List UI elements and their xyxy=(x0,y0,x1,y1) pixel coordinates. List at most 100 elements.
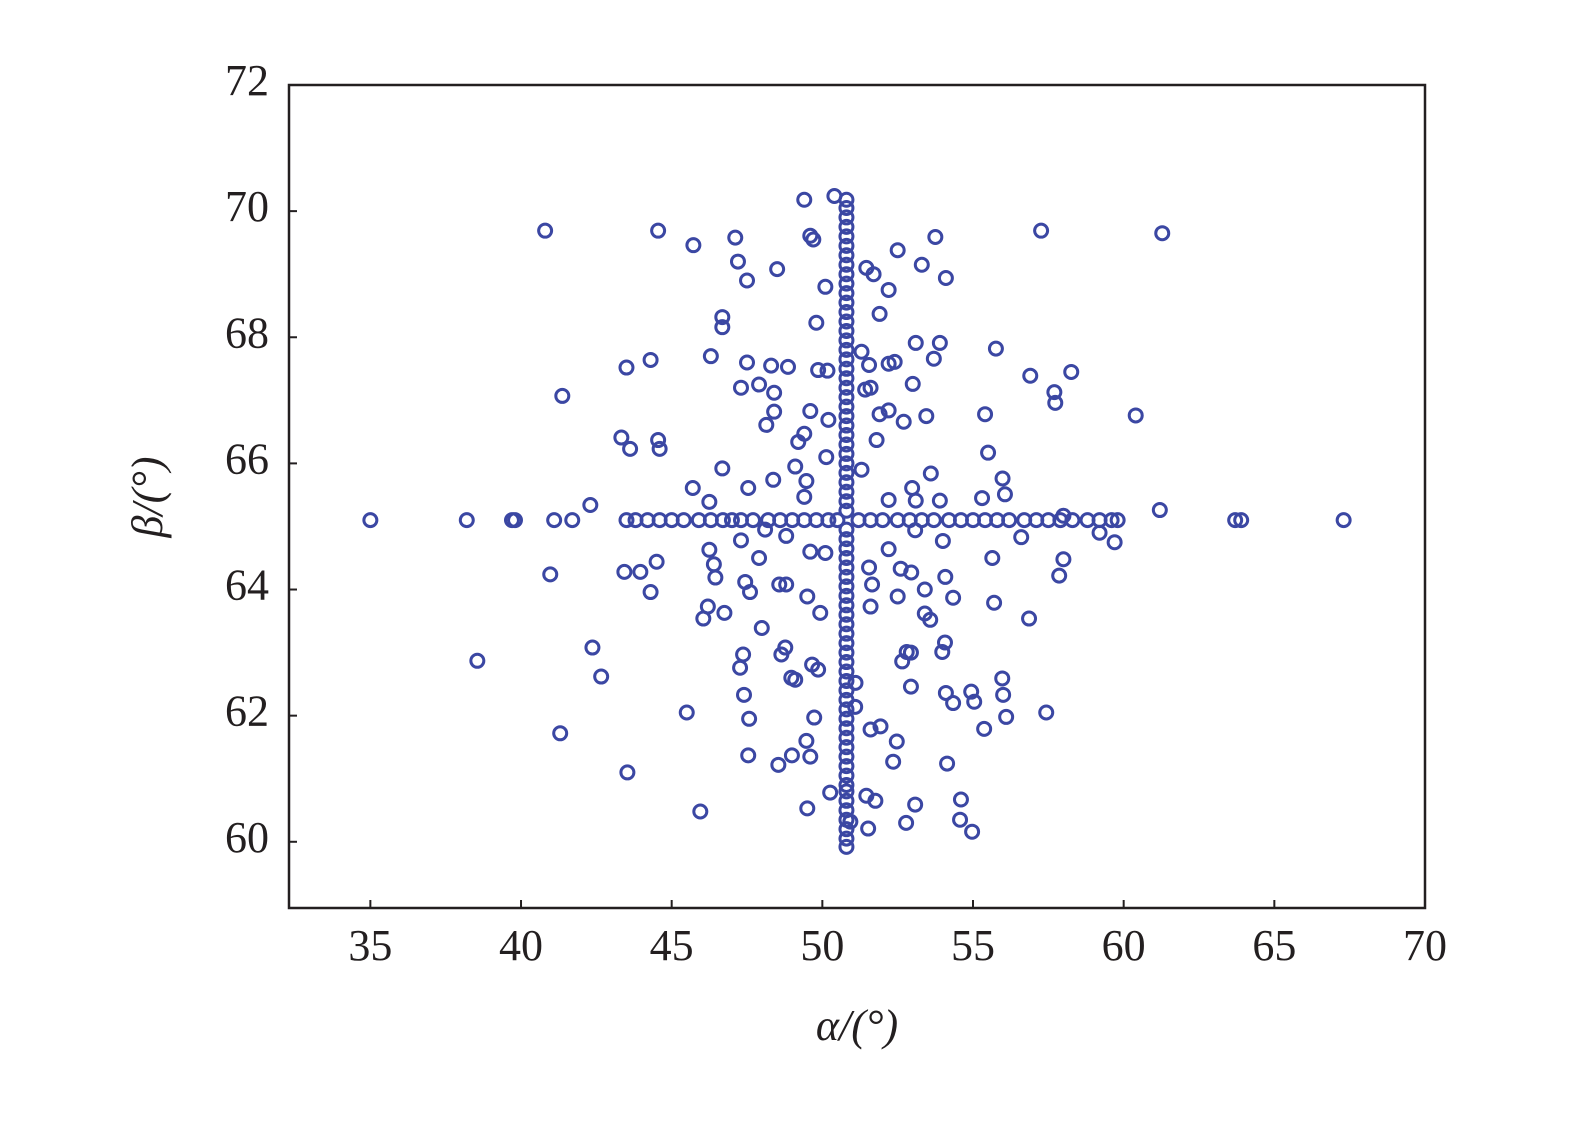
point xyxy=(974,490,991,507)
point xyxy=(918,408,935,425)
point xyxy=(805,231,822,248)
point xyxy=(650,222,667,239)
point xyxy=(838,830,855,847)
point xyxy=(757,521,774,538)
point xyxy=(546,512,563,529)
point xyxy=(838,285,855,302)
point xyxy=(936,634,953,651)
point xyxy=(806,709,823,726)
point xyxy=(810,362,827,379)
point xyxy=(618,359,635,376)
point xyxy=(838,802,855,819)
point xyxy=(984,549,1001,566)
point xyxy=(838,644,855,661)
point xyxy=(838,540,855,557)
point xyxy=(619,764,636,781)
point xyxy=(838,445,855,462)
point xyxy=(907,522,924,539)
point xyxy=(564,512,581,529)
point xyxy=(616,563,633,580)
point xyxy=(1063,363,1080,380)
point xyxy=(818,449,835,466)
point xyxy=(838,209,855,226)
point xyxy=(736,686,753,703)
point xyxy=(889,588,906,605)
point xyxy=(838,351,855,368)
y-tick-label: 60 xyxy=(225,813,269,862)
point xyxy=(714,309,731,326)
point xyxy=(648,553,665,570)
point xyxy=(838,739,855,756)
point xyxy=(778,527,795,544)
point xyxy=(838,597,855,614)
point xyxy=(861,357,878,374)
x-tick-label: 35 xyxy=(348,921,392,970)
point xyxy=(796,425,813,442)
point xyxy=(838,691,855,708)
point xyxy=(751,549,768,566)
point xyxy=(758,416,775,433)
point xyxy=(838,247,855,264)
point xyxy=(1154,225,1171,242)
point xyxy=(847,698,864,715)
point xyxy=(838,821,855,838)
point xyxy=(838,625,855,642)
point xyxy=(922,611,939,628)
point xyxy=(838,748,855,765)
point xyxy=(934,532,951,549)
point xyxy=(745,512,762,529)
point xyxy=(987,340,1004,357)
point xyxy=(927,228,944,245)
y-tick-label: 62 xyxy=(225,687,269,736)
point xyxy=(862,721,879,738)
point xyxy=(868,432,885,449)
point xyxy=(945,589,962,606)
point xyxy=(779,358,796,375)
point xyxy=(796,191,813,208)
point xyxy=(904,479,921,496)
point xyxy=(506,512,523,529)
point xyxy=(885,753,902,770)
point xyxy=(838,635,855,652)
point xyxy=(838,578,855,595)
x-tick-label: 65 xyxy=(1252,921,1296,970)
point xyxy=(739,272,756,289)
point xyxy=(770,756,787,773)
point xyxy=(678,704,695,721)
point xyxy=(838,398,855,415)
point xyxy=(829,512,846,529)
point xyxy=(838,275,855,292)
point xyxy=(853,461,870,478)
point xyxy=(838,758,855,775)
point xyxy=(802,403,819,420)
point xyxy=(798,473,815,490)
point xyxy=(945,695,962,712)
point xyxy=(880,402,897,419)
point xyxy=(537,222,554,239)
point xyxy=(820,512,837,529)
point xyxy=(838,587,855,604)
point xyxy=(838,370,855,387)
point xyxy=(740,479,757,496)
point xyxy=(783,747,800,764)
point xyxy=(977,406,994,423)
point xyxy=(963,683,980,700)
point xyxy=(996,486,1013,503)
y-tick-label: 68 xyxy=(225,308,269,357)
point xyxy=(838,360,855,377)
point xyxy=(593,668,610,685)
point xyxy=(916,581,933,598)
x-axis-title: α/(°) xyxy=(816,1001,898,1050)
point xyxy=(913,256,930,273)
point xyxy=(904,375,921,392)
point xyxy=(995,686,1012,703)
point xyxy=(871,305,888,322)
point xyxy=(838,191,855,208)
point xyxy=(939,755,956,772)
point xyxy=(798,732,815,749)
point xyxy=(1335,512,1352,529)
point xyxy=(1064,512,1081,529)
point xyxy=(458,512,475,529)
point xyxy=(1021,610,1038,627)
